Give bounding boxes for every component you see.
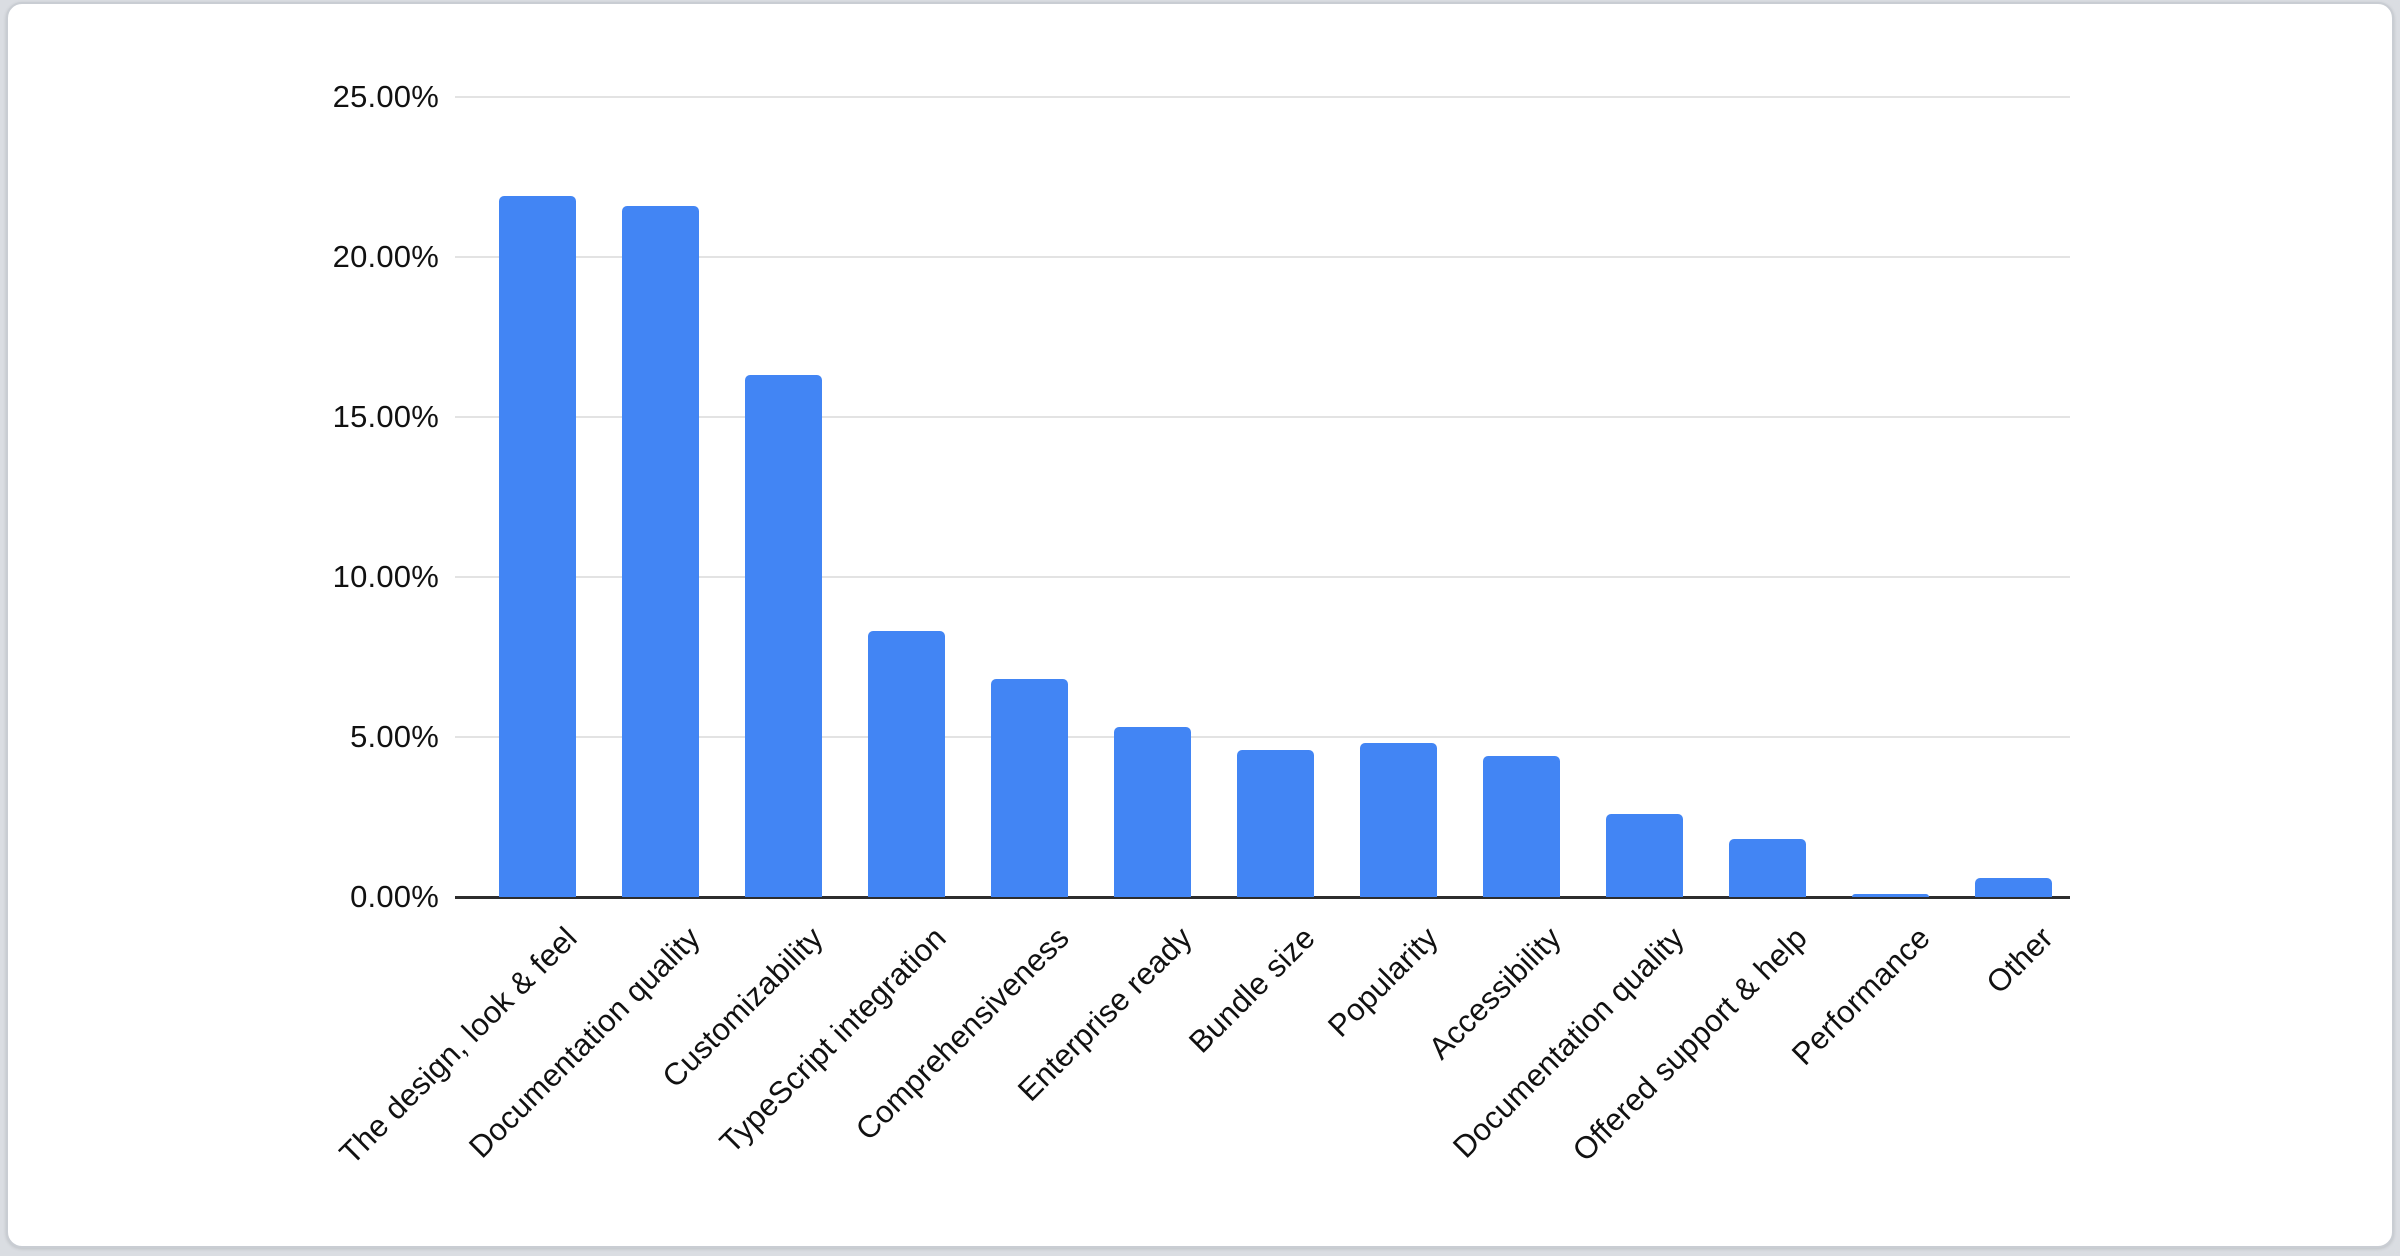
- bar: [868, 631, 945, 897]
- y-axis-tick-label: 25.00%: [332, 79, 439, 114]
- gridline: [455, 96, 2070, 98]
- x-axis-line: [455, 896, 2070, 899]
- bar: [745, 375, 822, 897]
- bar: [499, 196, 576, 897]
- gridline: [455, 256, 2070, 258]
- x-axis-category-label: Offered support & help: [1565, 920, 1814, 1169]
- y-axis-tick-label: 0.00%: [350, 879, 439, 914]
- gridline: [455, 736, 2070, 738]
- x-axis-category-label: TypeScript integration: [712, 920, 953, 1160]
- x-axis-category-label: Popularity: [1321, 920, 1445, 1044]
- bar: [1606, 814, 1683, 897]
- bar: [1360, 743, 1437, 897]
- gridline: [455, 576, 2070, 578]
- y-axis-tick-label: 15.00%: [332, 399, 439, 434]
- chart-card: 0.00% 5.00% 10.00% 15.00% 20.00% 25.00% The de…: [6, 2, 2394, 1248]
- bar: [1852, 894, 1929, 897]
- bar: [1114, 727, 1191, 897]
- bar: [1975, 878, 2052, 897]
- x-axis-category-label: Documentation quality: [1446, 920, 1691, 1165]
- y-axis-tick-label: 10.00%: [332, 559, 439, 594]
- gridline: [455, 416, 2070, 418]
- bar: [1237, 750, 1314, 897]
- bar-chart: 0.00% 5.00% 10.00% 15.00% 20.00% 25.00% The de…: [8, 4, 2392, 1246]
- x-axis-category-label: Documentation quality: [462, 920, 707, 1165]
- y-axis-tick-label: 5.00%: [350, 719, 439, 754]
- x-axis-category-label: The design, look & feel: [332, 920, 584, 1172]
- bar: [1483, 756, 1560, 897]
- x-axis-category-label: Other: [1979, 920, 2060, 1001]
- bar: [1729, 839, 1806, 897]
- x-axis-category-label: Bundle size: [1182, 920, 1322, 1060]
- x-axis-category-label: Comprehensiveness: [848, 920, 1076, 1147]
- y-axis-tick-label: 20.00%: [332, 239, 439, 274]
- bar: [622, 206, 699, 897]
- bar: [991, 679, 1068, 897]
